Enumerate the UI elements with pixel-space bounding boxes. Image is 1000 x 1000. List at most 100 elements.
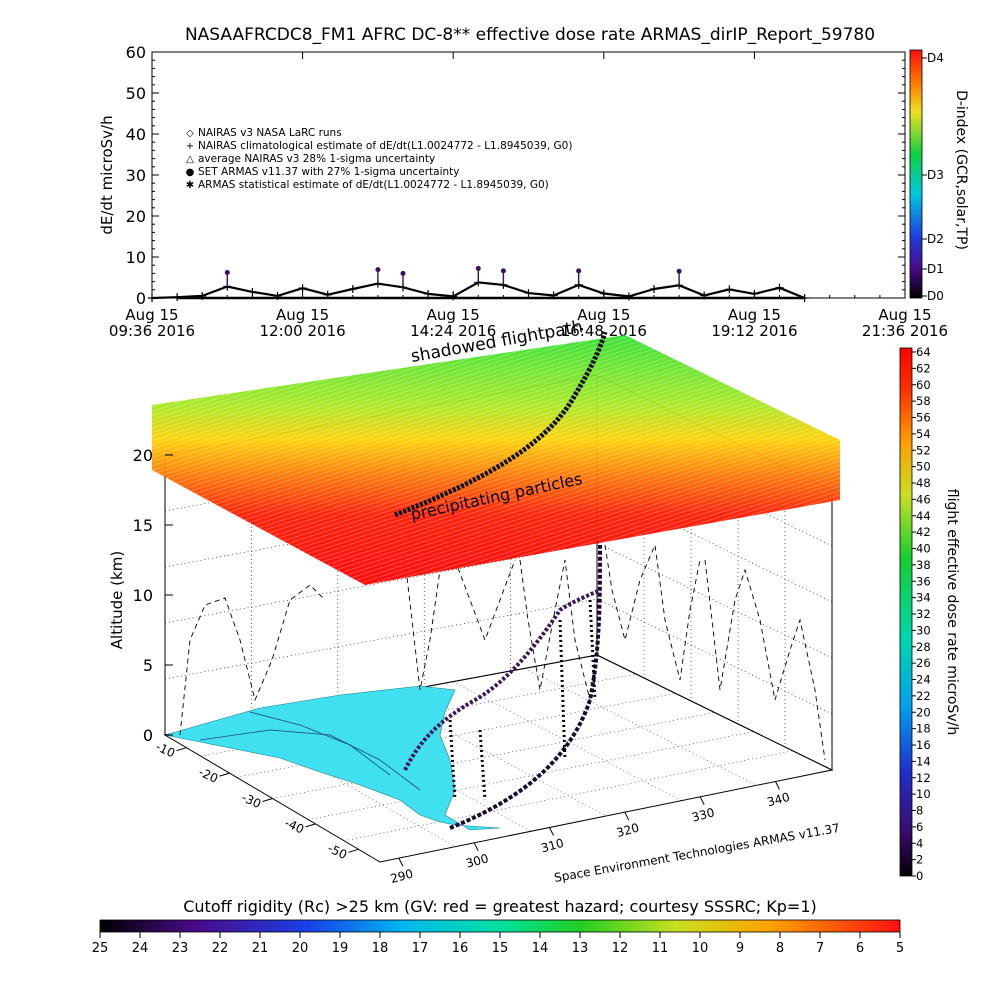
legend-symbol: ✱ — [186, 180, 194, 191]
dose-tick-label: 4 — [916, 836, 923, 850]
latitude-tick — [176, 747, 187, 752]
dindex-colorbar-strip — [909, 49, 923, 299]
dose-tick-label: 54 — [916, 427, 931, 441]
dose-tick-label: 8 — [916, 804, 923, 818]
top-x-tick-date: Aug 15 — [427, 306, 480, 324]
rigidity-colorbar-label: Cutoff rigidity (Rc) >25 km (GV: red = g… — [183, 897, 817, 916]
top-series-point — [323, 290, 332, 299]
dindex-tick-label: D1 — [927, 262, 944, 276]
dose-tick-label: 30 — [916, 623, 931, 637]
longitude-tick-label: 340 — [766, 790, 792, 809]
top-series-armas-point — [375, 267, 381, 273]
rigidity-tick-label: 15 — [492, 941, 509, 956]
dindex-colorbar: D0 D1 D2 D3 D4 D-index (GCR,solar,TP) — [909, 49, 969, 303]
land-mass — [164, 685, 501, 831]
land-border — [199, 729, 421, 791]
dose-tick-label: 2 — [916, 853, 923, 867]
rigidity-tick-label: 24 — [132, 941, 149, 956]
top-series-point — [775, 283, 784, 292]
longitude-tick-label: 300 — [464, 851, 490, 870]
rigidity-tick-label: 23 — [172, 941, 189, 956]
top-series-point — [750, 289, 759, 298]
3d-floor-gridline — [524, 668, 757, 786]
rigidity-tick-label: 7 — [816, 941, 824, 956]
legend-symbol: △ — [186, 154, 194, 165]
top-x-tick-time: 21:36 2016 — [862, 322, 948, 340]
dose-tick-label: 46 — [916, 492, 931, 506]
top-series-point — [549, 291, 558, 300]
rigidity-colorbar: Cutoff rigidity (Rc) >25 km (GV: red = g… — [92, 897, 904, 956]
top-y-tick-label: 20 — [126, 207, 146, 226]
dose-colorbar-ticks: 0246810121416182022242628303234363840424… — [912, 345, 931, 883]
rigidity-tick-label: 25 — [92, 941, 109, 956]
dose-colorbar-label: flight effective dose rate microSv/h — [944, 489, 960, 735]
top-series-point — [148, 294, 156, 302]
dose-colorbar: 0246810121416182022242628303234363840424… — [899, 345, 960, 883]
rigidity-tick-label: 19 — [332, 941, 349, 956]
3d-wall-gridline — [164, 598, 833, 715]
flight-path-vertical — [448, 599, 597, 801]
legend-label: ARMAS statistical estimate of dE/dt(L1.0… — [198, 179, 549, 191]
dose-tick-label: 16 — [916, 738, 931, 752]
legend-symbol: ● — [186, 167, 195, 178]
longitude-tick-label: 320 — [615, 821, 641, 840]
longitude-tick — [624, 811, 630, 821]
shadowed-flightpath-line — [394, 331, 608, 518]
latitude-tick-label: -40 — [282, 816, 306, 837]
longitude-tick-label: 290 — [389, 867, 415, 886]
dindex-tick-label: D3 — [927, 168, 944, 182]
longitude-tick-label: 330 — [690, 805, 716, 824]
rigidity-tick-label: 10 — [692, 941, 709, 956]
top-x-tick-time: 09:36 2016 — [109, 322, 195, 340]
dose-tick-label: 52 — [916, 443, 931, 457]
dose-tick-label: 26 — [916, 656, 931, 670]
legend-label: NAIRAS v3 NASA LaRC runs — [198, 127, 342, 139]
dose-tick-label: 32 — [916, 607, 931, 621]
latitude-tick — [262, 798, 273, 802]
altitude-tick-label: 20 — [133, 446, 153, 465]
dose-tick-label: 34 — [916, 591, 931, 605]
top-series-armas-point — [576, 268, 582, 274]
flight-path-line — [449, 544, 602, 830]
top-series-point — [248, 287, 257, 296]
dose-tick-label: 56 — [916, 411, 931, 425]
top-series-armas-point — [500, 268, 506, 274]
rigidity-tick-label: 22 — [212, 941, 229, 956]
top-x-tick-time: 14:24 2016 — [410, 322, 496, 340]
dose-tick-label: 50 — [916, 460, 931, 474]
dose-tick-label: 20 — [916, 705, 931, 719]
legend-symbol: ◇ — [186, 128, 194, 139]
rigidity-tick-label: 21 — [252, 941, 269, 956]
rigidity-tick-label: 12 — [612, 941, 629, 956]
top-series-point — [800, 294, 809, 302]
top-y-axis-label: dE/dt microSv/h — [98, 115, 116, 234]
top-chart-title: NASAAFRCDC8_FM1 AFRC DC-8** effective do… — [185, 25, 875, 45]
altitude-tick-label: 15 — [133, 516, 153, 535]
dose-sheet-hatch — [152, 335, 840, 585]
3d-floor-outline — [163, 654, 834, 863]
legend-label: SET ARMAS v11.37 with 27% 1-sigma uncert… — [198, 166, 460, 178]
top-y-tick-label: 0 — [136, 289, 146, 308]
dindex-tick-label: D2 — [927, 232, 944, 246]
top-series-point — [449, 292, 458, 301]
legend-label: NAIRAS climatological estimate of dE/dt(… — [198, 140, 572, 152]
top-series-armas-point — [475, 265, 481, 271]
altitude-axis-label: Altitude (km) — [108, 551, 126, 649]
flight-path — [403, 544, 602, 830]
rigidity-tick-label: 11 — [652, 941, 669, 956]
flight-path-line-2 — [403, 588, 601, 771]
dose-tick-label: 38 — [916, 558, 931, 572]
top-x-tick-date: Aug 15 — [878, 306, 931, 324]
top-dose-series — [148, 265, 809, 302]
dose-colorbar-strip — [899, 347, 913, 877]
altitude-tick-label: 0 — [143, 726, 153, 745]
dindex-colorbar-ticks: D0 D1 D2 D3 D4 — [922, 51, 944, 303]
longitude-tick — [549, 827, 554, 836]
top-x-tick-date: Aug 15 — [728, 306, 781, 324]
dose-tick-label: 12 — [916, 771, 931, 785]
altitude-trace — [519, 559, 591, 701]
3d-floor-gridline — [344, 750, 793, 842]
land-border — [249, 711, 391, 776]
rigidity-tick-label: 18 — [372, 941, 389, 956]
